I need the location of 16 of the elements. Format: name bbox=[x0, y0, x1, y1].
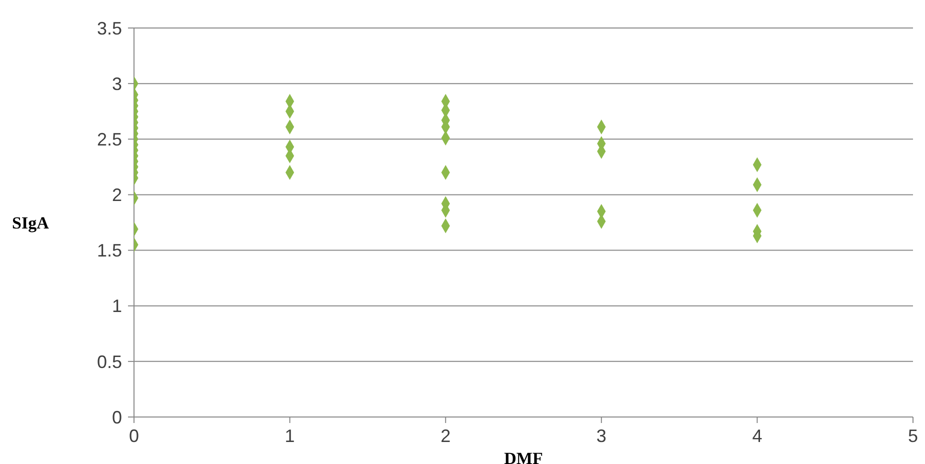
y-tick-label: 3 bbox=[112, 74, 122, 94]
x-tick-label: 5 bbox=[908, 426, 918, 446]
y-tick-label: 1 bbox=[112, 296, 122, 316]
x-tick-label: 4 bbox=[752, 426, 762, 446]
x-axis-title: DMF bbox=[504, 449, 543, 464]
y-tick-label: 2.5 bbox=[96, 130, 122, 150]
y-tick-label: 3.5 bbox=[96, 18, 122, 38]
x-tick-label: 0 bbox=[128, 426, 140, 446]
y-tick-label: 0 bbox=[112, 407, 122, 428]
x-tick-label: 3 bbox=[596, 426, 606, 446]
x-tick-label: 1 bbox=[284, 426, 295, 446]
y-tick-label: 2 bbox=[112, 185, 122, 206]
y-tick-label: 1.5 bbox=[96, 240, 122, 261]
y-tick-label: 0.5 bbox=[96, 352, 122, 372]
x-tick-label: 2 bbox=[440, 426, 451, 446]
y-axis-title: SIgA bbox=[12, 214, 50, 233]
